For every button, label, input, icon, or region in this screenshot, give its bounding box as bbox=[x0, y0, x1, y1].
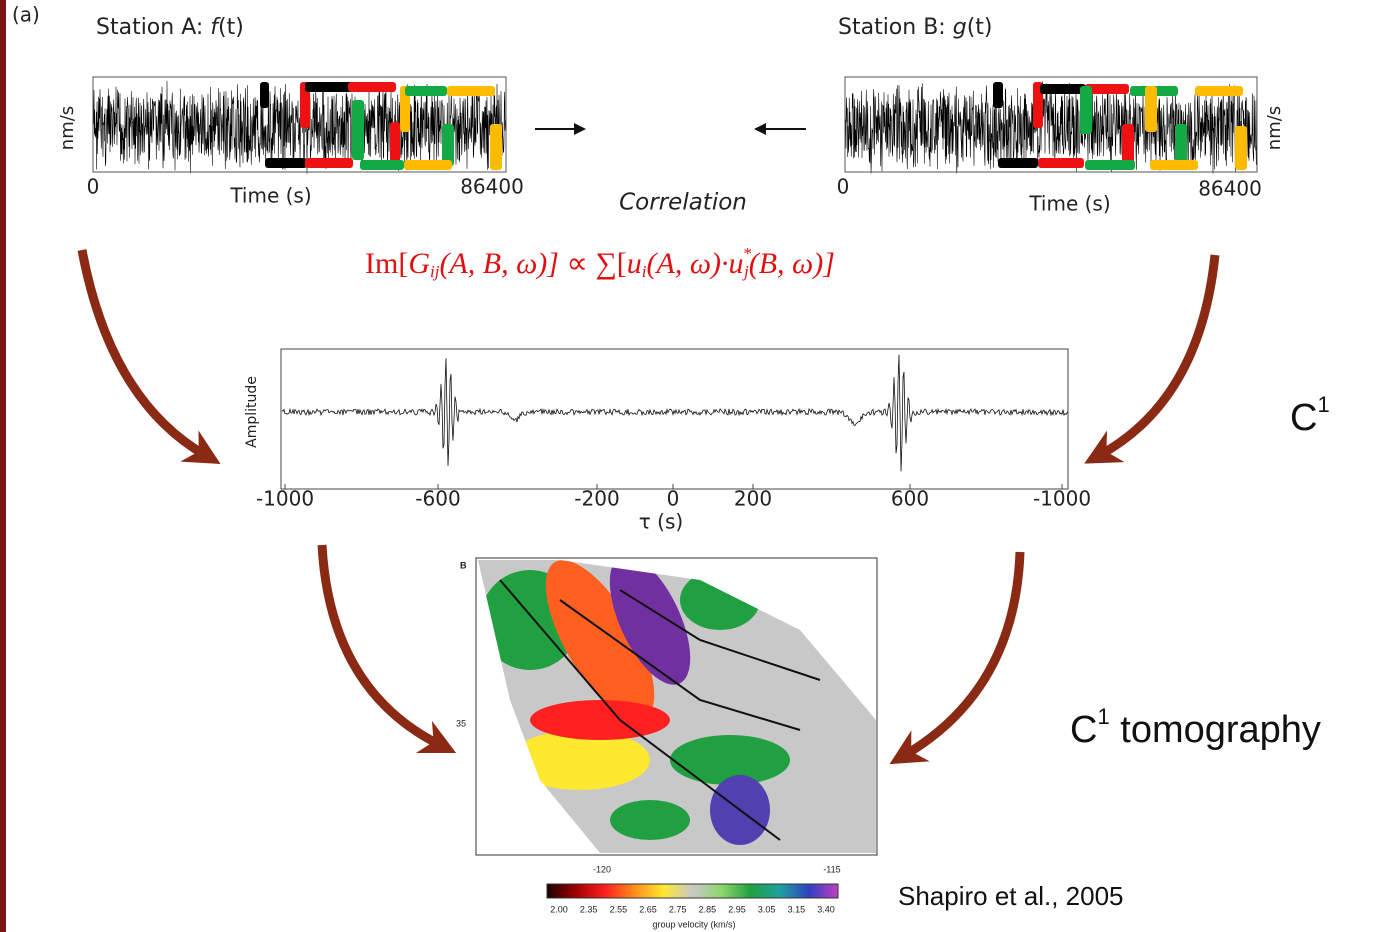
window-bar bbox=[352, 100, 364, 160]
station-b-title: Station B: g(t) bbox=[838, 15, 992, 40]
colorbar-tick-label: 2.85 bbox=[699, 904, 717, 914]
colorbar-tick-label: 2.65 bbox=[639, 904, 657, 914]
lon-label: -115 bbox=[823, 864, 840, 874]
x-end: 86400 bbox=[460, 175, 524, 199]
window-bar bbox=[405, 86, 447, 96]
colorbar-tick-label: 2.95 bbox=[728, 904, 746, 914]
curved-arrow bbox=[82, 250, 205, 455]
trace-a bbox=[93, 81, 506, 174]
lon-label: -120 bbox=[593, 864, 611, 874]
trace-b bbox=[845, 81, 1257, 173]
side-bar bbox=[0, 0, 6, 932]
citation: Shapiro et al., 2005 bbox=[898, 881, 1124, 911]
colorbar-tick-label: 2.35 bbox=[580, 904, 598, 914]
window-bar bbox=[390, 122, 400, 162]
window-bar bbox=[404, 160, 452, 170]
window-bar bbox=[260, 82, 269, 108]
window-bar bbox=[998, 158, 1038, 168]
x-end: 86400 bbox=[1198, 177, 1262, 201]
window-bar bbox=[1150, 160, 1198, 170]
window-bar bbox=[348, 82, 396, 92]
colorbar-tick-label: 3.05 bbox=[758, 904, 776, 914]
y-label: nm/s bbox=[57, 106, 78, 150]
window-bar bbox=[993, 82, 1003, 108]
station-a-title: Station A: f(t) bbox=[96, 15, 244, 40]
x-start: 0 bbox=[837, 175, 850, 199]
window-bar bbox=[1038, 158, 1084, 168]
x-start: 0 bbox=[87, 175, 100, 199]
window-bar bbox=[1235, 126, 1247, 170]
window-bar bbox=[1195, 86, 1243, 96]
y-label: nm/s bbox=[1264, 106, 1285, 150]
correlation-label: Correlation bbox=[619, 190, 747, 216]
window-bar bbox=[305, 82, 353, 92]
x-tick-label: 200 bbox=[734, 487, 772, 511]
colorbar-tick-label: 2.75 bbox=[669, 904, 687, 914]
colorbar-tick-label: 2.00 bbox=[550, 904, 568, 914]
colorbar-tick-label: 2.55 bbox=[610, 904, 628, 914]
window-bar bbox=[360, 160, 404, 170]
window-bar bbox=[305, 158, 353, 168]
x-label: Time (s) bbox=[229, 184, 311, 208]
x-tick-label: 600 bbox=[891, 487, 929, 511]
colorbar-tick-label: 3.40 bbox=[817, 904, 835, 914]
formula: Im[Gij(A, B, ω)] ∝ ∑[ui(A, ω)·u*j(B, ω)] bbox=[365, 244, 835, 281]
x-tick-label: -600 bbox=[415, 487, 460, 511]
x-tick-label: -1000 bbox=[1033, 487, 1091, 511]
x-tick-label: 0 bbox=[667, 487, 680, 511]
panel-label: (a) bbox=[12, 3, 40, 27]
curved-arrow bbox=[905, 552, 1020, 755]
colorbar-tick-label: 3.15 bbox=[788, 904, 806, 914]
arrow-head bbox=[754, 123, 766, 135]
window-bar bbox=[1040, 84, 1086, 94]
xcorr-trace bbox=[282, 355, 1068, 472]
slide: (a) Station A: f(t) nm/s 0 86400 Time (s… bbox=[0, 0, 1385, 932]
x-tick-label: -1000 bbox=[256, 487, 314, 511]
window-bar bbox=[265, 158, 307, 168]
window-bar bbox=[490, 124, 502, 170]
x-label: τ (s) bbox=[639, 510, 683, 534]
x-tick-label: -200 bbox=[574, 487, 619, 511]
window-bar bbox=[442, 124, 454, 166]
lat-label: 35 bbox=[456, 718, 466, 728]
window-bar bbox=[1085, 160, 1135, 170]
tomography-label: C1 tomography bbox=[1070, 704, 1321, 751]
x-label: Time (s) bbox=[1028, 192, 1110, 216]
map-panel: B bbox=[460, 560, 467, 570]
curved-arrow bbox=[322, 545, 440, 745]
window-bar bbox=[1175, 124, 1187, 164]
window-bar bbox=[1080, 86, 1092, 134]
colorbar bbox=[547, 884, 838, 898]
arrow-head bbox=[574, 123, 586, 135]
xcorr-frame bbox=[281, 349, 1068, 489]
colorbar-label: group velocity (km/s) bbox=[652, 919, 735, 929]
curved-arrow bbox=[1100, 255, 1215, 455]
c1-label: C1 bbox=[1290, 392, 1330, 439]
window-bar bbox=[1122, 124, 1134, 164]
y-label: Amplitude bbox=[244, 376, 260, 448]
window-bar bbox=[1145, 86, 1157, 132]
window-bar bbox=[447, 86, 495, 96]
